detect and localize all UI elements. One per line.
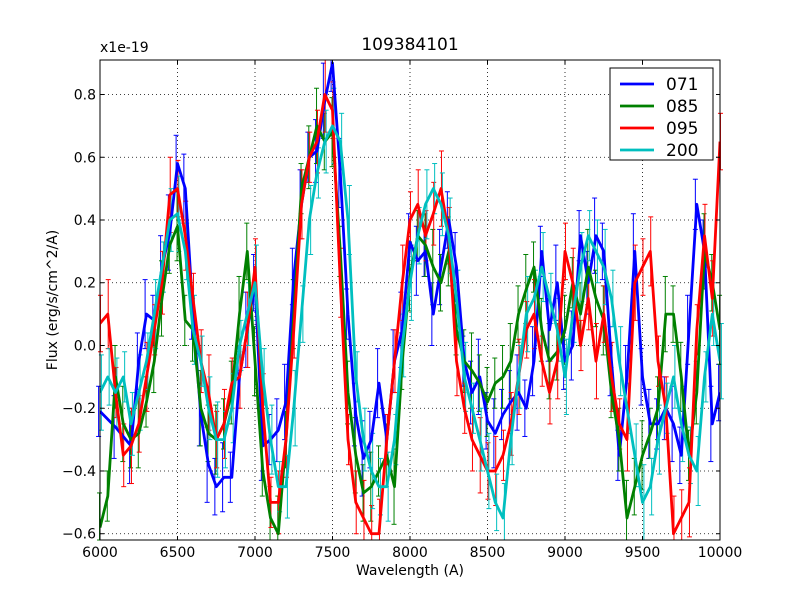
x-tick-label: 6500 [160, 545, 196, 561]
series-lines [100, 61, 720, 536]
x-tick-labels: 6000 6500 7000 7500 8000 8500 9000 9500 10000 [82, 545, 742, 561]
axis-ticks [99, 60, 721, 540]
x-tick-label: 7500 [315, 545, 351, 561]
y-tick-label: 0.6 [74, 150, 96, 166]
legend-label-085: 085 [666, 97, 698, 117]
y-offset-label: x1e-19 [100, 40, 149, 56]
x-tick-label: 9000 [547, 545, 583, 561]
x-axis-label: Wavelength (A) [356, 563, 464, 579]
y-axis-label: Flux (erg/s/cm^2/A) [45, 230, 61, 370]
series-line-071 [100, 61, 720, 489]
y-tick-label: 0.8 [74, 88, 96, 104]
legend-label-200: 200 [666, 141, 698, 161]
y-tick-label: −0.2 [62, 401, 96, 417]
y-tick-label: −0.4 [62, 464, 96, 480]
legend-label-071: 071 [666, 75, 698, 95]
x-tick-label: 10000 [698, 545, 743, 561]
x-tick-label: 9500 [625, 545, 661, 561]
chart-title: 109384101 [361, 35, 458, 55]
x-tick-label: 7000 [237, 545, 273, 561]
y-tick-labels: −0.6 −0.4 −0.2 0.0 0.2 0.4 0.6 0.8 [62, 88, 96, 543]
legend-label-095: 095 [666, 119, 698, 139]
y-tick-label: 0.4 [74, 213, 96, 229]
x-tick-label: 6000 [82, 545, 118, 561]
y-tick-label: 0.2 [74, 276, 96, 292]
x-tick-label: 8500 [470, 545, 506, 561]
x-tick-label: 8000 [392, 545, 428, 561]
series-line-200 [100, 124, 720, 520]
y-tick-label: 0.0 [74, 338, 96, 354]
y-tick-label: −0.6 [62, 527, 96, 543]
